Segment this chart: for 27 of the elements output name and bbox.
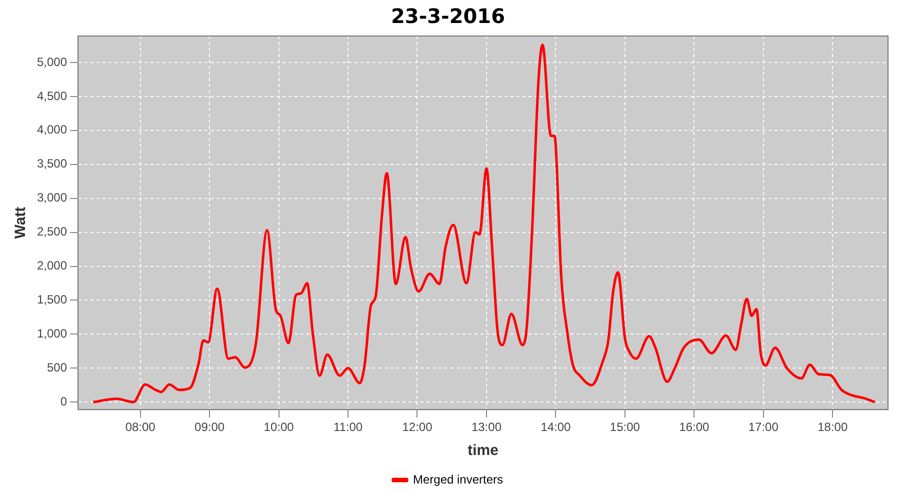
chart-title: 23-3-2016	[390, 4, 506, 28]
y-tick-label: 0	[60, 394, 68, 408]
x-tick-label: 13:00	[471, 420, 502, 434]
x-tick-label: 11:00	[333, 420, 363, 434]
y-tick-label: 5,000	[37, 54, 68, 69]
y-tick-label: 2,500	[37, 224, 68, 239]
y-tick-label: 3,500	[37, 156, 68, 171]
y-tick-label: 1,000	[37, 326, 68, 341]
x-tick-label: 08:00	[125, 420, 156, 434]
x-tick-label: 10:00	[264, 420, 294, 434]
y-tick-label: 500	[47, 360, 68, 374]
y-tick-label: 4,500	[37, 88, 68, 103]
y-axis-title: Watt	[12, 206, 30, 239]
line-series	[92, 44, 876, 404]
x-tick-label: 12:00	[402, 420, 433, 434]
y-tick-label: 1,500	[37, 292, 68, 307]
legend-label: Merged inverters	[412, 472, 504, 486]
x-tick-label: 16:00	[679, 420, 710, 434]
x-tick-label: 14:00	[540, 420, 572, 434]
y-tick-label: 3,000	[37, 190, 68, 205]
x-tick-label: 15:00	[610, 420, 640, 434]
x-tick-label: 18:00	[818, 420, 848, 434]
x-tick-label: 17:00	[748, 420, 779, 434]
y-tick-label: 4,000	[37, 122, 68, 137]
x-tick-label: 09:00	[194, 420, 225, 434]
x-axis-title: time	[468, 442, 498, 460]
y-tick-label: 2,000	[37, 258, 68, 273]
